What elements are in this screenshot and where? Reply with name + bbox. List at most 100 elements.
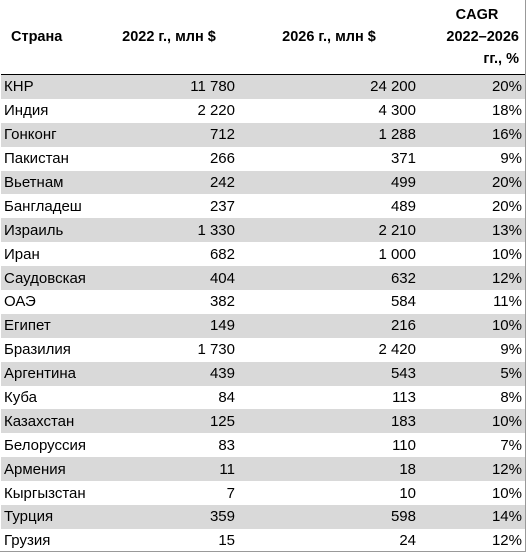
cell-country: Гонконг [1,122,99,147]
cell-cagr: 16% [419,122,525,147]
cell-2026: 2 420 [239,337,419,362]
cell-country: Израиль [1,218,99,243]
cell-2026: 183 [239,409,419,434]
table-row: Белоруссия 83 110 7% [1,433,525,458]
table-row: КНР 11 780 24 200 20% [1,74,525,99]
cell-2026: 4 300 [239,98,419,123]
table-row: Бангладеш 237 489 20% [1,194,525,219]
cell-2026: 1 000 [239,242,419,267]
cell-2022: 242 [99,170,239,195]
table-row: Иран 682 1 000 10% [1,242,525,267]
cell-2022: 359 [99,505,239,529]
cell-2022: 2 220 [99,98,239,123]
table-row: Турция 359 598 14% [1,505,525,529]
table-row: Бразилия 1 730 2 420 9% [1,337,525,362]
cell-country: Индия [1,98,99,123]
cell-2026: 113 [239,385,419,410]
cell-2022: 237 [99,194,239,219]
table-row: ОАЭ 382 584 11% [1,290,525,314]
header-cagr-line1: CAGR [455,7,499,23]
cell-2022: 11 780 [99,74,239,99]
cell-cagr: 14% [419,505,525,529]
cell-cagr: 12% [419,457,525,482]
cell-cagr: 8% [419,385,525,410]
header-2022: 2022 г., млн $ [99,0,239,75]
table-row: Кыргызстан 7 10 10% [1,481,525,506]
table-row: Грузия 15 24 12% [1,528,525,553]
header-cagr-line3: гг., % [483,51,519,67]
cell-country: Грузия [1,528,99,553]
table-row: Израиль 1 330 2 210 13% [1,218,525,243]
cell-2022: 11 [99,457,239,482]
header-row: Страна 2022 г., млн $ 2026 г., млн $ CAG… [1,0,525,75]
cell-cagr: 13% [419,218,525,243]
cell-country: Саудовская [1,266,99,291]
cell-cagr: 10% [419,481,525,506]
cell-country: Турция [1,505,99,529]
table-row: Египет 149 216 10% [1,313,525,338]
cell-country: Пакистан [1,146,99,171]
cell-cagr: 20% [419,194,525,219]
cell-cagr: 9% [419,146,525,171]
cell-2026: 489 [239,194,419,219]
cell-2022: 712 [99,122,239,147]
cell-2026: 499 [239,170,419,195]
cell-2026: 2 210 [239,218,419,243]
cell-cagr: 7% [419,433,525,458]
cell-2022: 149 [99,313,239,338]
cell-cagr: 5% [419,361,525,386]
header-2026: 2026 г., млн $ [239,0,419,75]
cell-2026: 598 [239,505,419,529]
cell-2022: 7 [99,481,239,506]
cell-country: Бангладеш [1,194,99,219]
cell-2026: 543 [239,361,419,386]
cell-2022: 382 [99,290,239,314]
cell-country: Армения [1,457,99,482]
cell-cagr: 11% [419,290,525,314]
cell-2022: 1 330 [99,218,239,243]
table-row: Индия 2 220 4 300 18% [1,98,525,123]
cell-country: Аргентина [1,361,99,386]
cell-country: Белоруссия [1,433,99,458]
cell-country: КНР [1,74,99,99]
cell-country: Бразилия [1,337,99,362]
header-cagr: CAGR 2022–2026 гг., % [419,0,525,75]
cell-country: Куба [1,385,99,410]
cell-2026: 632 [239,266,419,291]
cell-cagr: 10% [419,313,525,338]
cell-2026: 24 200 [239,74,419,99]
cell-cagr: 10% [419,409,525,434]
cell-country: Египет [1,313,99,338]
cell-cagr: 20% [419,170,525,195]
cell-2026: 10 [239,481,419,506]
table-header: Страна 2022 г., млн $ 2026 г., млн $ CAG… [1,0,525,75]
table-row: Гонконг 712 1 288 16% [1,122,525,147]
cell-cagr: 12% [419,266,525,291]
cell-2022: 266 [99,146,239,171]
cell-country: Вьетнам [1,170,99,195]
cell-2022: 125 [99,409,239,434]
cell-2026: 18 [239,457,419,482]
cell-country: ОАЭ [1,290,99,314]
cell-2022: 404 [99,266,239,291]
header-country: Страна [1,0,99,75]
cell-country: Иран [1,242,99,267]
cell-cagr: 18% [419,98,525,123]
cell-2022: 83 [99,433,239,458]
cell-cagr: 9% [419,337,525,362]
cell-2026: 584 [239,290,419,314]
cell-2026: 216 [239,313,419,338]
table-row: Казахстан 125 183 10% [1,409,525,434]
cell-country: Кыргызстан [1,481,99,506]
cell-cagr: 10% [419,242,525,267]
cell-2022: 439 [99,361,239,386]
cell-country: Казахстан [1,409,99,434]
cell-2026: 110 [239,433,419,458]
cell-2022: 1 730 [99,337,239,362]
cell-2022: 15 [99,528,239,553]
table-row: Куба 84 113 8% [1,385,525,410]
cell-cagr: 12% [419,528,525,553]
cell-2022: 682 [99,242,239,267]
